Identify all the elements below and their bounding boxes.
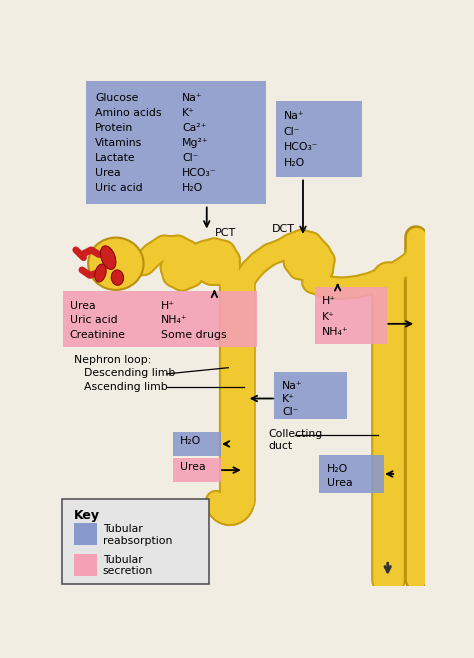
Text: Vitamins: Vitamins (95, 138, 142, 148)
Text: K⁺: K⁺ (182, 108, 195, 118)
Text: H⁺: H⁺ (161, 301, 174, 311)
Text: Urea: Urea (180, 462, 205, 472)
Text: Na⁺: Na⁺ (282, 381, 303, 391)
Text: Urea: Urea (95, 168, 121, 178)
FancyBboxPatch shape (173, 432, 220, 456)
Text: Key: Key (74, 509, 100, 522)
FancyBboxPatch shape (276, 101, 362, 177)
Text: Amino acids: Amino acids (95, 108, 162, 118)
Text: Tubular
reabsorption: Tubular reabsorption (103, 524, 172, 545)
Text: Uric acid: Uric acid (70, 315, 117, 325)
FancyBboxPatch shape (319, 455, 384, 494)
Text: Na⁺: Na⁺ (284, 111, 304, 121)
Text: H⁺: H⁺ (322, 296, 336, 306)
Text: DCT: DCT (272, 224, 295, 234)
Text: Urea: Urea (70, 301, 95, 311)
Ellipse shape (95, 264, 106, 282)
Text: Some drugs: Some drugs (161, 330, 226, 340)
Text: Uric acid: Uric acid (95, 183, 143, 193)
Text: Cl⁻: Cl⁻ (182, 153, 199, 163)
Text: Na⁺: Na⁺ (182, 93, 203, 103)
Text: H₂O: H₂O (284, 157, 305, 168)
FancyBboxPatch shape (315, 287, 387, 344)
Text: Creatinine: Creatinine (70, 330, 126, 340)
FancyBboxPatch shape (73, 523, 97, 545)
Text: K⁺: K⁺ (282, 394, 295, 404)
Text: Lactate: Lactate (95, 153, 136, 163)
Ellipse shape (111, 270, 124, 286)
Text: Collecting
duct: Collecting duct (268, 429, 323, 451)
Ellipse shape (88, 238, 144, 290)
Text: Protein: Protein (95, 123, 133, 133)
Ellipse shape (100, 246, 116, 269)
FancyBboxPatch shape (86, 82, 266, 204)
Text: Ca²⁺: Ca²⁺ (182, 123, 207, 133)
Text: Descending limb: Descending limb (83, 368, 175, 378)
Text: H₂O: H₂O (180, 436, 201, 446)
Text: Cl⁻: Cl⁻ (284, 127, 300, 137)
Text: H₂O: H₂O (327, 464, 348, 474)
FancyBboxPatch shape (63, 291, 257, 347)
FancyBboxPatch shape (73, 554, 97, 576)
Text: H₂O: H₂O (182, 183, 203, 193)
Text: NH₄⁺: NH₄⁺ (161, 315, 187, 325)
Text: Nephron loop:: Nephron loop: (74, 355, 152, 365)
Text: HCO₃⁻: HCO₃⁻ (284, 142, 318, 152)
FancyBboxPatch shape (274, 372, 347, 419)
Text: Mg²⁺: Mg²⁺ (182, 138, 209, 148)
Text: Cl⁻: Cl⁻ (282, 407, 299, 417)
Text: K⁺: K⁺ (322, 311, 335, 322)
Text: Urea: Urea (327, 478, 353, 488)
Text: HCO₃⁻: HCO₃⁻ (182, 168, 217, 178)
Text: NH₄⁺: NH₄⁺ (322, 327, 349, 337)
FancyBboxPatch shape (62, 499, 209, 584)
Text: Glucose: Glucose (95, 93, 138, 103)
Text: PCT: PCT (214, 228, 236, 238)
Text: Ascending limb: Ascending limb (83, 382, 167, 392)
Text: Tubular
secretion: Tubular secretion (103, 555, 153, 576)
FancyBboxPatch shape (173, 458, 220, 482)
